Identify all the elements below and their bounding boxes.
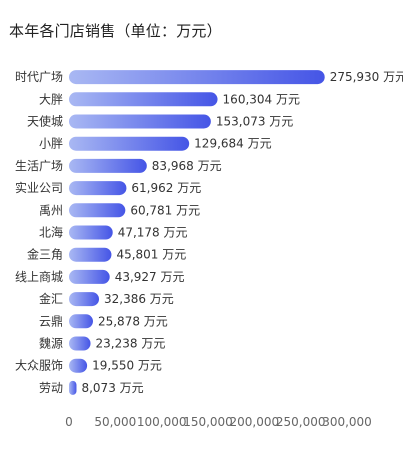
bar-1 (69, 92, 218, 107)
bar-3 (69, 136, 190, 151)
x-tick-4: 200,000 (230, 415, 280, 429)
data-label-1: 160,304 万元 (223, 92, 300, 106)
bar-11 (69, 314, 93, 329)
x-tick-3: 150,000 (183, 415, 233, 429)
data-label-3: 129,684 万元 (194, 137, 271, 151)
category-label-12: 魏源 (39, 336, 63, 351)
bar-0 (69, 70, 325, 85)
category-label-9: 线上商城 (15, 269, 63, 284)
chart-title: 本年各门店销售（单位：万元） (9, 22, 222, 40)
bar-12 (69, 336, 91, 351)
data-label-6: 60,781 万元 (130, 203, 200, 217)
data-label-10: 32,386 万元 (104, 292, 174, 306)
data-label-14: 8,073 万元 (81, 381, 143, 395)
category-label-4: 生活广场 (15, 159, 63, 173)
x-tick-1: 50,000 (94, 415, 136, 429)
category-label-2: 天使城 (27, 114, 63, 129)
data-label-11: 25,878 万元 (98, 314, 168, 328)
bar-4 (69, 158, 147, 173)
data-label-4: 83,968 万元 (152, 159, 222, 173)
data-label-7: 47,178 万元 (118, 226, 188, 240)
x-tick-2: 100,000 (137, 415, 187, 429)
data-label-8: 45,801 万元 (116, 248, 186, 262)
category-label-7: 北海 (39, 225, 63, 240)
bar-7 (69, 225, 113, 240)
category-label-1: 大胖 (39, 92, 63, 106)
bar-2 (69, 114, 211, 129)
x-tick-6: 300,000 (322, 415, 372, 429)
category-label-10: 金汇 (39, 291, 63, 306)
data-label-12: 23,238 万元 (96, 337, 166, 351)
bar-13 (69, 358, 88, 373)
category-label-14: 劳动 (39, 381, 63, 395)
data-label-13: 19,550 万元 (92, 359, 162, 373)
category-label-6: 禹州 (39, 203, 63, 217)
category-label-13: 大众服饰 (15, 359, 63, 373)
data-label-0: 275,930 万元 (330, 70, 403, 84)
bar-9 (69, 269, 110, 284)
x-tick-0: 0 (65, 415, 73, 429)
category-label-8: 金三角 (27, 247, 63, 262)
bar-5 (69, 181, 127, 196)
data-label-2: 153,073 万元 (216, 115, 293, 129)
data-label-5: 61,962 万元 (131, 181, 201, 195)
category-label-5: 实业公司 (15, 180, 63, 195)
category-label-3: 小胖 (39, 137, 63, 151)
bar-8 (69, 247, 112, 262)
bar-14 (69, 380, 77, 395)
x-tick-5: 250,000 (276, 415, 326, 429)
bar-10 (69, 292, 100, 307)
bar-6 (69, 203, 126, 218)
data-label-9: 43,927 万元 (115, 270, 185, 284)
category-label-0: 时代广场 (15, 70, 63, 84)
category-label-11: 云鼎 (39, 314, 63, 328)
